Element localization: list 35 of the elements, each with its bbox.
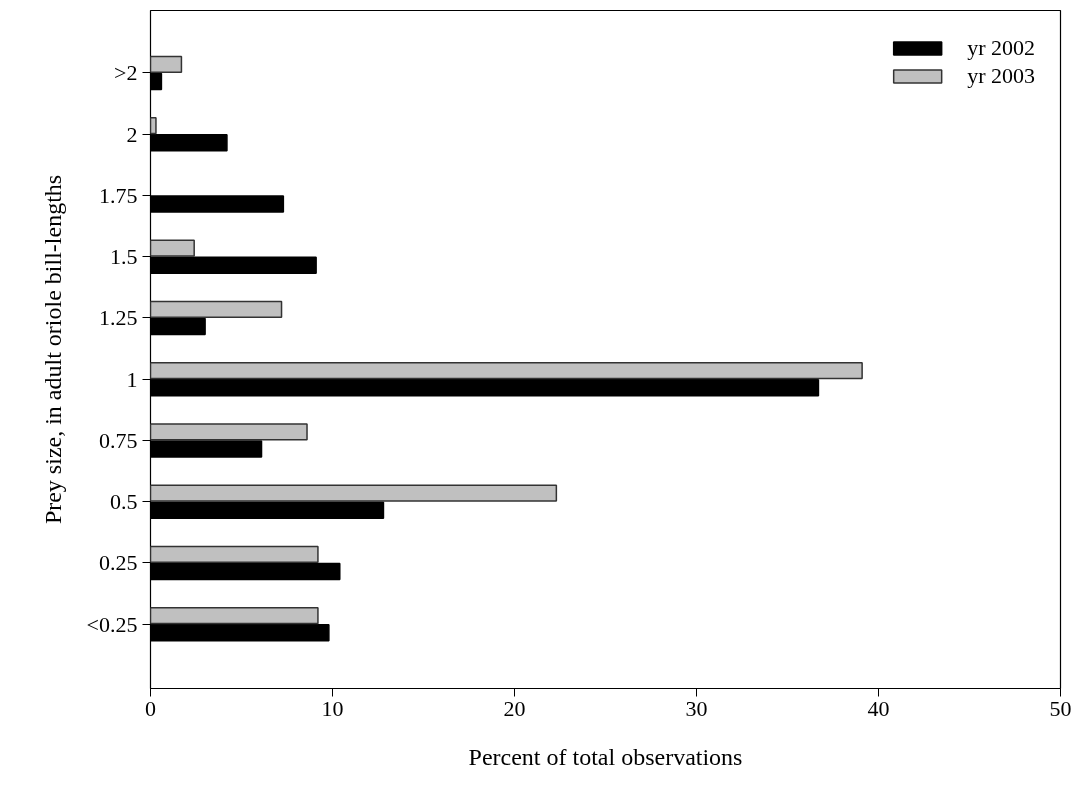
y-tick-label: 0.25 <box>99 550 138 576</box>
y-tick-label: 1 <box>126 366 138 392</box>
x-tick-label: 20 <box>503 695 526 721</box>
bar <box>150 72 163 91</box>
bar <box>150 55 183 74</box>
y-tick-label: 2 <box>126 121 138 147</box>
legend-label: yr 2002 <box>967 35 1035 61</box>
bar <box>150 562 341 581</box>
x-tick-label: 30 <box>685 695 708 721</box>
bar <box>150 300 283 319</box>
x-tick-label: 50 <box>1049 695 1072 721</box>
x-tick-label: 10 <box>321 695 344 721</box>
y-tick-label: 1.25 <box>99 305 138 331</box>
bar <box>150 423 308 441</box>
bar <box>150 317 206 336</box>
bar <box>150 361 863 380</box>
bar <box>150 606 319 625</box>
x-tick-label: 40 <box>867 695 890 721</box>
bar <box>150 116 157 135</box>
bar <box>150 545 319 564</box>
y-tick-label: <0.25 <box>86 611 138 637</box>
y-tick-label: >2 <box>114 60 138 86</box>
x-tick-label: 0 <box>145 695 156 721</box>
y-axis-title: Prey size, in adult oriole bill-lengths <box>39 174 66 525</box>
bar <box>150 440 263 458</box>
bar <box>150 484 558 502</box>
x-axis-title: Percent of total observations <box>468 743 743 770</box>
y-tick-label: 0.5 <box>110 489 138 515</box>
bar <box>150 256 317 274</box>
y-tick-label: 1.5 <box>110 244 138 270</box>
bar <box>150 501 385 519</box>
y-tick-label: 1.75 <box>99 182 138 208</box>
y-tick-label: 0.75 <box>99 427 138 453</box>
bar <box>150 239 195 257</box>
legend-label: yr 2003 <box>967 63 1035 89</box>
